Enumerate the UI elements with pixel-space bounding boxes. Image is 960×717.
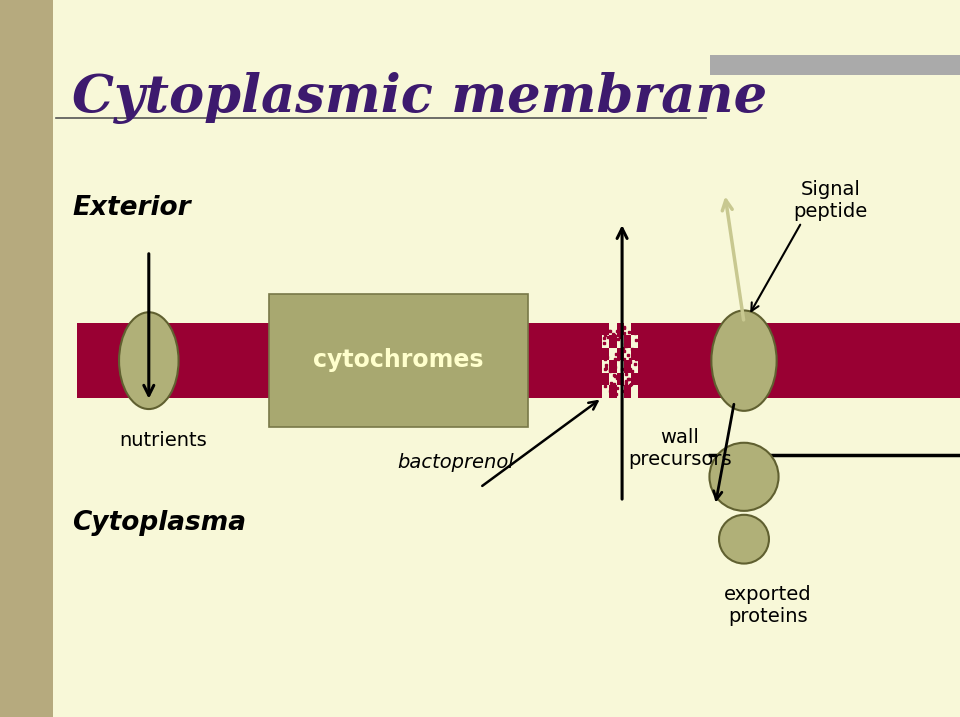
Bar (77, 323, 960, 398)
Bar (616, 336, 624, 348)
Ellipse shape (119, 313, 179, 409)
Bar (624, 323, 631, 336)
Text: Cytoplasma: Cytoplasma (72, 511, 246, 536)
Bar (602, 361, 610, 373)
Bar (602, 336, 610, 348)
Bar (631, 361, 638, 373)
Text: nutrients: nutrients (119, 432, 207, 450)
Bar (610, 373, 616, 386)
Ellipse shape (711, 310, 777, 411)
Text: Signal
peptide: Signal peptide (793, 180, 868, 222)
Bar (616, 386, 624, 398)
Bar (624, 373, 631, 386)
Text: bactoprenol: bactoprenol (397, 453, 515, 472)
Text: wall
precursors: wall precursors (628, 427, 732, 469)
Bar (610, 348, 616, 361)
Text: Cytoplasmic membrane: Cytoplasmic membrane (72, 72, 767, 124)
Text: exported
proteins: exported proteins (724, 585, 812, 627)
Ellipse shape (709, 442, 779, 511)
Ellipse shape (719, 515, 769, 564)
Bar (610, 323, 616, 336)
Text: Exterior: Exterior (72, 195, 191, 221)
Bar (602, 386, 610, 398)
Bar (631, 336, 638, 348)
Bar (624, 348, 631, 361)
Bar (0, 0, 53, 717)
Bar (710, 55, 960, 75)
Bar (631, 386, 638, 398)
Bar (616, 361, 624, 373)
Bar (269, 294, 528, 427)
Text: cytochromes: cytochromes (313, 348, 484, 372)
